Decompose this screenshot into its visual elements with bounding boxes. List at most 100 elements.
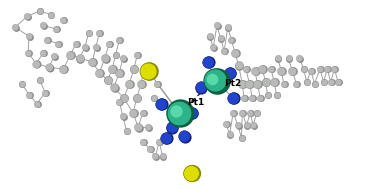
Point <box>331 67 337 70</box>
Point <box>246 82 252 85</box>
Point <box>318 68 324 71</box>
Point <box>242 97 248 100</box>
Point <box>130 111 136 114</box>
Point <box>116 39 122 42</box>
Point <box>156 140 162 143</box>
Point <box>60 67 66 70</box>
Point <box>332 68 338 71</box>
Point <box>272 81 278 84</box>
Point <box>43 91 49 94</box>
Point <box>255 112 261 115</box>
Point <box>20 82 26 85</box>
Point <box>304 81 310 84</box>
Point <box>77 57 83 60</box>
Point <box>212 78 218 81</box>
Point <box>27 35 33 38</box>
Point <box>158 102 164 105</box>
Point <box>189 172 195 175</box>
Point <box>61 19 67 22</box>
Point <box>325 68 331 71</box>
Point <box>155 82 161 85</box>
Point <box>19 82 25 85</box>
Point <box>24 15 30 18</box>
Point <box>199 86 205 89</box>
Point <box>37 78 43 81</box>
Point <box>260 68 266 71</box>
Point <box>140 111 146 114</box>
Point <box>207 35 213 38</box>
Point <box>321 80 327 83</box>
Point <box>206 61 212 64</box>
Point <box>89 60 95 63</box>
Point <box>225 26 231 29</box>
Point <box>86 32 92 35</box>
Point <box>243 67 249 70</box>
Point <box>34 62 40 65</box>
Point <box>188 171 194 174</box>
Point <box>328 80 334 83</box>
Point <box>259 67 265 70</box>
Point <box>40 51 46 54</box>
Point <box>110 68 116 71</box>
Point <box>218 37 224 40</box>
Point <box>52 55 58 58</box>
Point <box>27 93 33 96</box>
Point <box>154 82 160 85</box>
Point <box>33 62 39 65</box>
Point <box>244 124 250 127</box>
Point <box>198 86 204 89</box>
Point <box>324 67 330 70</box>
Point <box>159 102 165 105</box>
Point <box>131 67 137 70</box>
Point <box>117 72 123 75</box>
Point <box>227 133 233 136</box>
Point <box>82 46 88 49</box>
Point <box>181 135 187 138</box>
Point <box>146 126 152 129</box>
Point <box>51 55 57 58</box>
Point <box>53 28 59 31</box>
Point <box>294 82 300 85</box>
Point <box>224 122 230 125</box>
Point <box>121 115 127 118</box>
Point <box>321 81 327 84</box>
Point <box>112 86 118 89</box>
Point <box>164 137 170 140</box>
Point <box>49 13 55 16</box>
Point <box>109 67 115 70</box>
Point <box>141 67 147 70</box>
Point <box>133 97 139 100</box>
Point <box>235 124 241 127</box>
Point <box>37 9 43 12</box>
Point <box>41 24 47 27</box>
Point <box>230 97 236 100</box>
Point <box>177 112 183 115</box>
Point <box>240 82 246 85</box>
Point <box>145 126 151 129</box>
Point <box>97 72 103 75</box>
Point <box>163 137 169 140</box>
Point <box>135 126 141 129</box>
Point <box>26 52 32 55</box>
Point <box>45 39 51 42</box>
Point <box>105 79 111 82</box>
Point <box>239 82 245 85</box>
Point <box>254 111 260 114</box>
Point <box>296 57 302 60</box>
Point <box>227 71 233 74</box>
Point <box>335 80 341 83</box>
Point <box>302 68 308 71</box>
Point <box>264 81 270 84</box>
Point <box>244 68 250 71</box>
Point <box>134 97 140 100</box>
Point <box>105 78 111 81</box>
Point <box>215 24 221 27</box>
Point <box>228 39 234 42</box>
Point <box>135 53 141 56</box>
Point <box>274 93 280 96</box>
Point <box>301 67 307 70</box>
Point <box>271 80 277 83</box>
Point <box>116 71 122 74</box>
Point <box>222 50 228 53</box>
Point <box>160 155 166 158</box>
